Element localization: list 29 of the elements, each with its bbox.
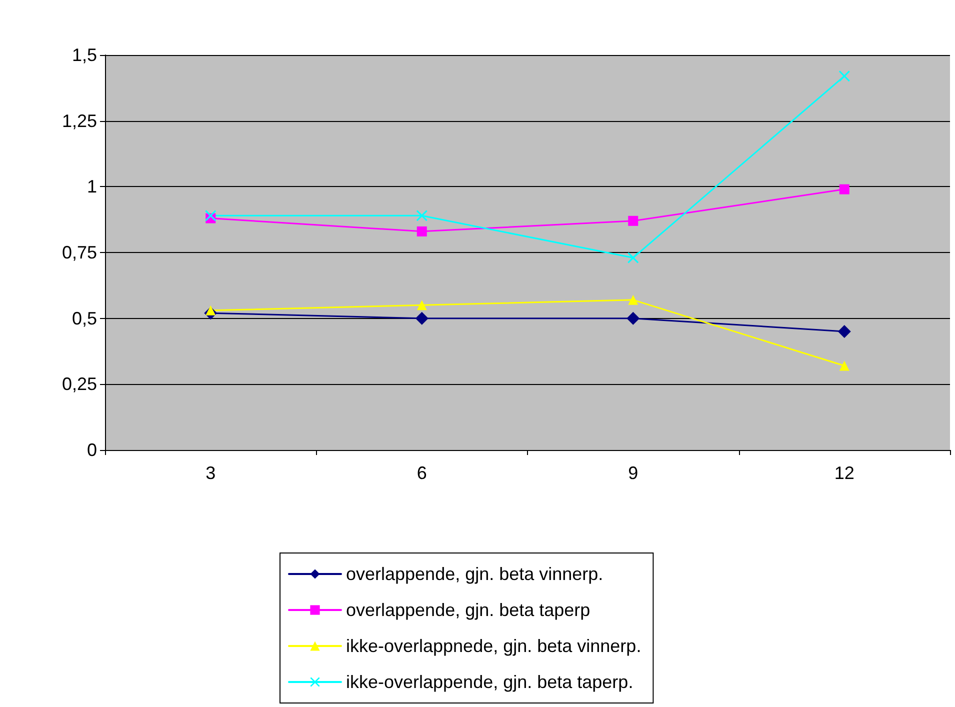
legend-label: overlappende, gjn. beta vinnerp. <box>346 564 604 584</box>
legend-label: overlappende, gjn. beta taperp <box>346 600 590 620</box>
point <box>838 325 851 338</box>
point <box>415 312 428 325</box>
point <box>628 294 638 305</box>
point <box>839 184 850 194</box>
point <box>626 312 640 325</box>
point <box>628 216 638 226</box>
x-tick-label: 9 <box>628 463 638 483</box>
y-tick-label: 0,75 <box>62 242 97 262</box>
point <box>205 210 216 222</box>
legend-label: ikke-overlappnede, gjn. beta vinnerp. <box>346 636 642 656</box>
y-tick-label: 0 <box>86 440 97 460</box>
y-tick-label: 0,25 <box>62 374 97 394</box>
y-tick-label: 1,25 <box>62 110 97 131</box>
point <box>206 305 216 316</box>
x-tick-label: 12 <box>834 463 854 483</box>
point <box>628 252 639 264</box>
point <box>838 70 850 82</box>
y-tick-label: 1,5 <box>72 45 97 65</box>
point <box>416 210 428 222</box>
point <box>416 300 427 310</box>
point <box>416 226 427 236</box>
x-tick-label: 3 <box>206 463 216 483</box>
y-tick-label: 1 <box>86 176 97 197</box>
x-tick-label: 6 <box>416 463 427 483</box>
y-tick-label: 0,5 <box>72 308 97 328</box>
point <box>839 360 850 371</box>
legend-label: ikke-overlappende, gjn. beta taperp. <box>346 672 634 692</box>
